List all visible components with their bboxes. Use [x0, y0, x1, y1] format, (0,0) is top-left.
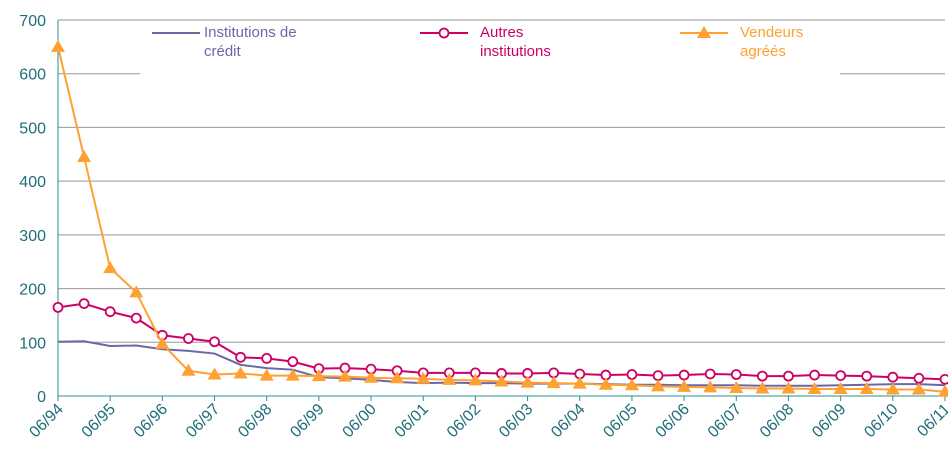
point	[624, 378, 639, 391]
point	[548, 367, 560, 379]
point	[911, 382, 926, 395]
point	[730, 369, 742, 380]
point	[572, 376, 587, 389]
point	[207, 367, 222, 380]
point	[781, 381, 796, 394]
point	[697, 26, 711, 38]
point	[861, 370, 873, 382]
point	[626, 369, 638, 380]
x-tick-label: 06/01	[392, 401, 432, 441]
x-tick-label: 06/11	[914, 401, 948, 441]
point	[78, 298, 90, 310]
x-tick-label: 06/09	[809, 401, 849, 441]
y-tick-label: 0	[37, 389, 46, 406]
x-tick-label: 06/08	[757, 401, 797, 441]
point	[390, 371, 405, 384]
x-tick-label: 06/99	[287, 401, 327, 441]
point	[337, 369, 352, 382]
y-tick-label: 200	[19, 282, 46, 299]
y-tick-label: 600	[19, 67, 46, 84]
point	[285, 368, 300, 381]
point	[938, 384, 948, 397]
point	[416, 371, 431, 384]
point	[261, 352, 273, 364]
x-tick-label: 06/98	[235, 401, 275, 441]
point	[181, 363, 196, 376]
y-tick-label: 500	[19, 120, 46, 137]
point	[651, 379, 666, 392]
point	[52, 301, 64, 313]
point	[155, 336, 170, 349]
point	[652, 370, 664, 381]
point	[287, 356, 299, 368]
point	[833, 382, 848, 395]
point	[703, 380, 718, 393]
point	[130, 312, 142, 324]
point	[51, 39, 65, 52]
x-tick-label: 06/95	[79, 401, 119, 441]
x-tick-label: 06/97	[183, 401, 223, 441]
x-tick-label: 06/04	[548, 401, 588, 441]
point	[885, 382, 900, 395]
point	[77, 149, 92, 162]
point	[311, 369, 326, 382]
point	[233, 366, 248, 379]
point	[677, 379, 692, 392]
point	[235, 351, 247, 363]
point	[783, 370, 794, 382]
point	[546, 376, 561, 389]
x-tick-label: 06/06	[653, 401, 693, 441]
point	[939, 373, 948, 385]
y-tick-label: 700	[19, 13, 46, 30]
point	[755, 381, 770, 394]
point	[364, 370, 379, 383]
point	[704, 368, 716, 380]
point	[104, 306, 116, 318]
point	[438, 27, 450, 39]
legend-label: Institutions de crédit	[204, 24, 297, 60]
point	[209, 336, 220, 348]
point	[494, 374, 509, 387]
point	[520, 375, 535, 388]
y-tick-label: 300	[19, 228, 46, 245]
point	[103, 261, 118, 274]
point	[468, 373, 483, 386]
x-tick-label: 06/00	[340, 401, 380, 441]
point	[598, 377, 613, 390]
point	[887, 371, 899, 383]
x-tick-label: 06/05	[600, 401, 640, 441]
point	[183, 333, 194, 344]
point	[859, 382, 874, 395]
point	[259, 368, 274, 381]
x-tick-label: 06/02	[444, 401, 484, 441]
legend-label: Autres institutions	[480, 24, 551, 60]
legend-bg	[140, 21, 840, 75]
point	[809, 369, 820, 381]
x-tick-label: 06/03	[496, 401, 536, 441]
point	[807, 382, 822, 395]
x-tick-label: 06/07	[705, 401, 745, 441]
y-tick-label: 100	[19, 335, 46, 352]
point	[442, 372, 457, 385]
point	[729, 380, 744, 393]
x-tick-label: 06/96	[131, 401, 171, 441]
point	[835, 370, 847, 381]
x-tick-label: 06/10	[861, 401, 901, 441]
point	[913, 372, 925, 384]
y-tick-label: 400	[19, 174, 46, 191]
point	[678, 369, 690, 381]
legend-label: Vendeurs agréés	[740, 24, 804, 60]
point	[756, 370, 768, 382]
x-tick-label: 06/94	[26, 401, 66, 441]
point	[129, 285, 144, 298]
